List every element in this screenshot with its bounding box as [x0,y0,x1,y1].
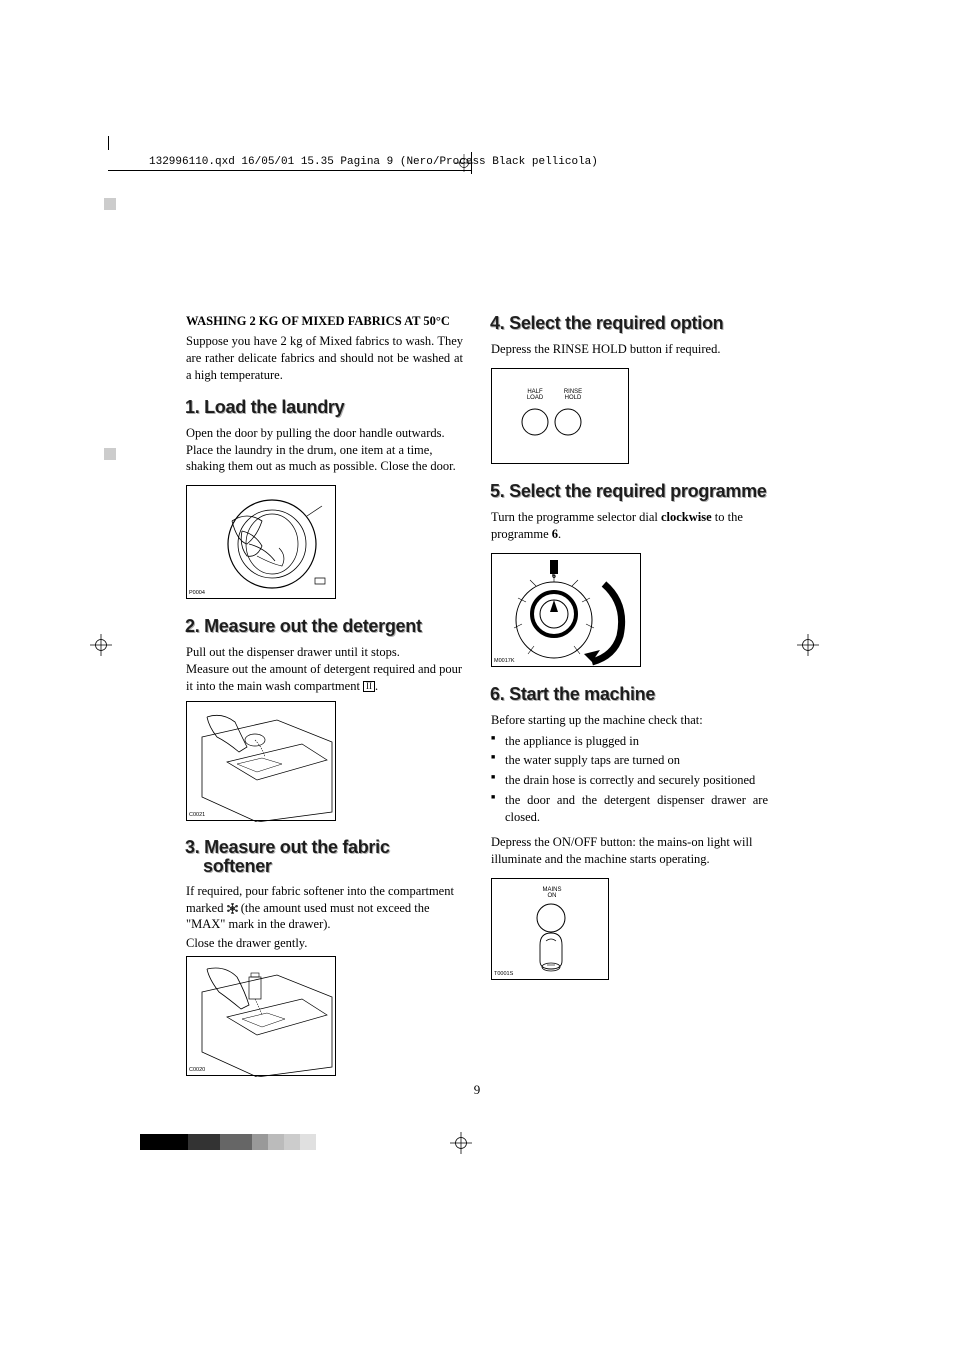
section-4-body: Depress the RINSE HOLD button if require… [491,341,768,358]
mains-on-label: MAINSON [532,887,572,900]
figure-option-buttons: HALFLOAD RINSEHOLD [491,368,629,464]
figure-load-laundry: P0004 [186,485,336,599]
page-number: 9 [0,1082,954,1098]
left-column: WASHING 2 KG OF MIXED FABRICS AT 50°C Su… [186,314,463,1076]
crop-mark [108,136,109,150]
list-item: the appliance is plugged in [491,733,768,750]
header-vline [471,152,472,174]
half-load-label: HALFLOAD [518,389,552,402]
svg-text:6: 6 [552,573,556,580]
section-3-body2: Close the drawer gently. [186,935,463,952]
figure-code: C0021 [189,812,205,818]
list-item: the drain hose is correctly and securely… [491,772,768,789]
intro-body: Suppose you have 2 kg of Mixed fabrics t… [186,333,463,384]
registration-mark [797,634,819,656]
header-underline [108,170,471,171]
right-column: 4. Select the required option4. Select t… [491,314,768,1076]
figure-code: M0017K [494,658,515,664]
section-5-body: Turn the programme selector dial clockwi… [491,509,768,543]
rinse-hold-label: RINSEHOLD [556,389,590,402]
section-2-body: Pull out the dispenser drawer until it s… [186,644,463,695]
registration-mark [90,634,112,656]
intro-heading: WASHING 2 KG OF MIXED FABRICS AT 50°C [186,314,463,329]
figure-start-machine: MAINSON T0001S [491,878,609,980]
section-5-heading: 5. Select the required programme5. Selec… [491,482,768,503]
section-3-heading: 3. Measure out the fabric softener 3. Me… [186,839,463,877]
figure-code: C0020 [189,1067,205,1073]
section-6-heading: 6. Start the machine6. Start the machine [491,685,768,706]
registration-mark [450,1132,472,1154]
color-calibration-bar [140,1134,316,1150]
section-6-body2: Depress the ON/OFF button: the mains-on … [491,834,768,868]
print-header-line: 132996110.qxd 16/05/01 15.35 Pagina 9 (N… [149,156,598,168]
section-6-bullets: the appliance is plugged in the water su… [491,733,768,826]
section-1-heading: 1. Load the laundry1. Load the laundry [186,398,463,419]
section-3-body: If required, pour fabric softener into t… [186,883,463,934]
figure-code: T0001S [494,971,513,977]
section-1-body: Open the door by pulling the door handle… [186,425,463,476]
crop-square [104,198,116,210]
page-content: WASHING 2 KG OF MIXED FABRICS AT 50°C Su… [186,314,768,1076]
section-4-heading: 4. Select the required option4. Select t… [491,314,768,335]
figure-detergent: C0021 [186,701,336,821]
list-item: the door and the detergent dispenser dra… [491,792,768,826]
figure-softener: C0020 [186,956,336,1076]
figure-programme-dial: 6 M0017K [491,553,641,667]
figure-code: P0004 [189,590,205,596]
section-2-heading: 2. Measure out the detergent2. Measure o… [186,617,463,638]
crop-square [104,448,116,460]
list-item: the water supply taps are turned on [491,752,768,769]
section-6-body1: Before starting up the machine check tha… [491,712,768,729]
